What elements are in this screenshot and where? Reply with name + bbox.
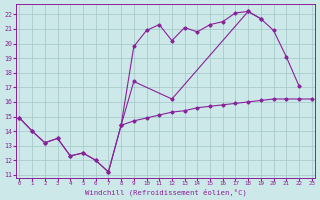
X-axis label: Windchill (Refroidissement éolien,°C): Windchill (Refroidissement éolien,°C): [84, 188, 246, 196]
